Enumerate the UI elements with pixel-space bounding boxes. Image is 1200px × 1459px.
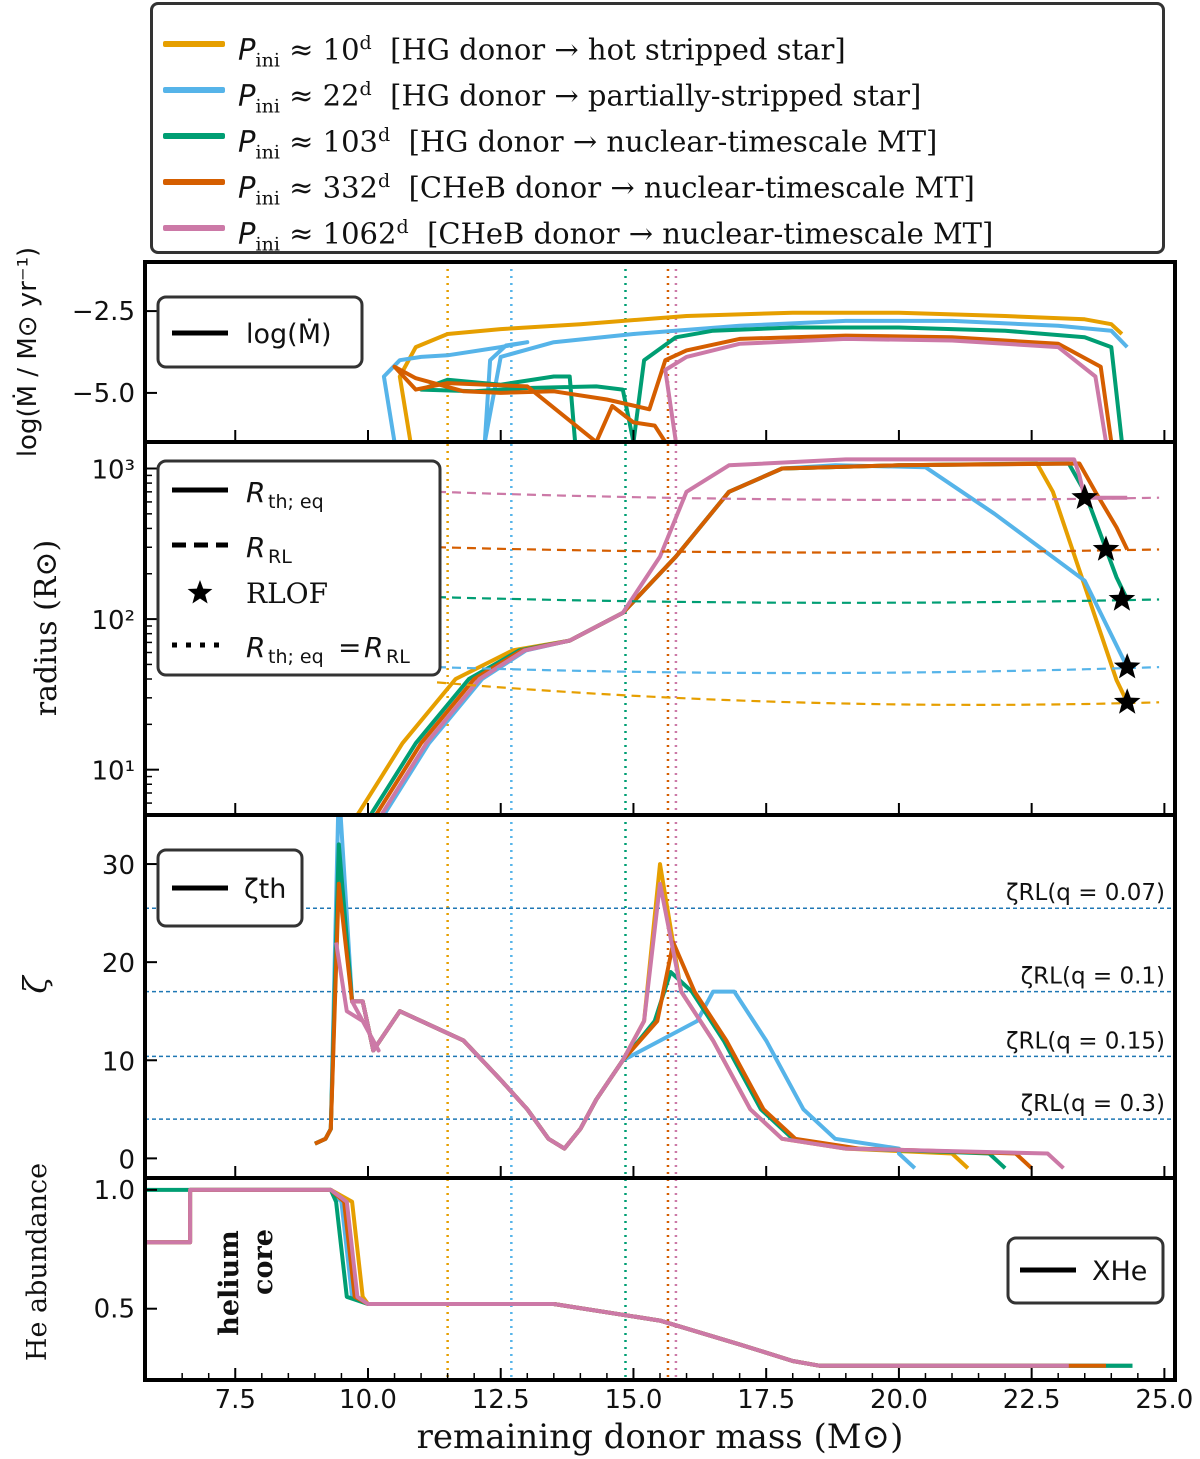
x-tick-label: 25.0 <box>1135 1385 1193 1415</box>
y-tick-label: 10² <box>91 606 135 636</box>
rlof-star <box>1108 585 1136 611</box>
helium-core-label: core <box>248 1229 279 1295</box>
y-tick-label: 30 <box>102 851 135 881</box>
legend-label-rth: R <box>246 476 265 509</box>
y-tick-label: 0 <box>118 1145 135 1175</box>
x-tick-label: 12.5 <box>472 1385 530 1415</box>
mdot-series-10d <box>397 310 1124 442</box>
radius-series-10d <box>355 461 1130 815</box>
zeta-rl-label: ζRL(q = 0.15) <box>1006 1028 1165 1054</box>
y-tick-label: 0.5 <box>94 1295 135 1325</box>
roche-lobe-332d <box>436 546 1160 554</box>
panel-legend-box <box>1006 1236 1165 1305</box>
y-axis-label: radius (R⊙) <box>29 540 64 716</box>
x-tick-label: 7.5 <box>215 1385 256 1415</box>
x-axis-label: remaining donor mass (M⊙) <box>417 1417 904 1457</box>
rlof-star <box>1092 535 1120 561</box>
panel-legend-box <box>156 848 304 928</box>
legend-swatch <box>163 41 225 47</box>
legend-swatch <box>163 133 225 139</box>
zeta-rl-label: ζRL(q = 0.1) <box>1021 964 1165 990</box>
he-series-1062d <box>145 1187 1069 1368</box>
mdot-series-1062d <box>663 336 1108 442</box>
roche-lobe-10d <box>436 681 1160 706</box>
legend-entry-22d: Pini ≈ 22d [HG donor → partially-strippe… <box>153 69 1162 117</box>
zeta-series-332d <box>314 881 1033 1170</box>
panel-legend-box <box>156 459 442 677</box>
y-tick-label: 10³ <box>91 456 135 486</box>
roche-lobe-22d <box>436 666 1160 675</box>
legend-label-rrl-sub: RL <box>268 546 292 568</box>
zeta-rl-label: ζRL(q = 0.3) <box>1021 1091 1165 1117</box>
legend-star-icon <box>187 580 213 604</box>
legend-label-eq-sub2: RL <box>386 646 410 668</box>
zeta-series-1062d <box>334 881 1065 1170</box>
y-tick-label: −2.5 <box>72 297 135 327</box>
rlof-star <box>1071 483 1099 509</box>
helium-core-label: helium <box>214 1230 245 1336</box>
roche-lobe-103d <box>436 596 1160 604</box>
legend-label-eq-sign: = <box>338 631 361 664</box>
radius-series-1062d <box>379 457 1128 815</box>
legend-swatch <box>163 87 225 93</box>
y-tick-label: −5.0 <box>72 379 135 409</box>
x-tick-label: 10.0 <box>339 1385 397 1415</box>
legend-label-eq-r1: R <box>246 631 265 664</box>
rlof-star <box>1113 653 1141 679</box>
legend-label-rth-sub: th; eq <box>268 491 324 513</box>
legend-label: ζth <box>244 874 286 905</box>
mdot-series-332d <box>392 333 1114 442</box>
x-tick-label: 22.5 <box>1003 1385 1061 1415</box>
legend-label: log(Ṁ) <box>246 318 332 350</box>
radius-series-103d <box>368 461 1130 815</box>
series-legend: Pini ≈ 10d [HG donor → hot stripped star… <box>150 2 1165 255</box>
y-axis-label: He abundance <box>22 1163 53 1361</box>
legend-swatch <box>163 179 225 185</box>
legend-label-rrl: R <box>246 531 265 564</box>
legend-label-eq-r2: R <box>364 631 383 664</box>
legend-entry-332d: Pini ≈ 332d [CHeB donor → nuclear-timesc… <box>153 161 1162 209</box>
radius-series-332d <box>374 461 1130 815</box>
legend-label-eq-sub1: th; eq <box>268 646 324 668</box>
he-series-103d <box>145 1187 1133 1368</box>
rlof-star <box>1113 688 1141 714</box>
roche-lobe-1062d <box>436 490 1160 501</box>
panel-legend-box <box>156 295 364 369</box>
x-tick-label: 20.0 <box>870 1385 928 1415</box>
y-tick-label: 1.0 <box>94 1176 135 1206</box>
x-tick-label: 17.5 <box>737 1385 795 1415</box>
legend-entry-10d: Pini ≈ 10d [HG donor → hot stripped star… <box>153 23 1162 71</box>
legend-entry-1062d: Pini ≈ 1062d [CHeB donor → nuclear-times… <box>153 207 1162 255</box>
legend-label: XHe <box>1092 1256 1147 1287</box>
y-tick-label: 10¹ <box>91 757 135 787</box>
mdot-series-22d <box>381 318 1129 442</box>
legend-label-rlof: RLOF <box>246 577 328 610</box>
x-tick-label: 15.0 <box>605 1385 663 1415</box>
legend-entry-103d: Pini ≈ 103d [HG donor → nuclear-timescal… <box>153 115 1162 163</box>
y-tick-label: 20 <box>102 949 135 979</box>
he-series-22d <box>145 1187 1133 1368</box>
zeta-rl-label: ζRL(q = 0.07) <box>1006 880 1165 906</box>
radius-series-22d <box>382 463 1129 815</box>
y-axis-label: log(Ṁ / M⊙ yr⁻¹) <box>11 247 43 457</box>
zeta-series-22d <box>314 815 917 1170</box>
y-axis-label: ζ <box>16 975 54 994</box>
y-tick-label: 10 <box>102 1047 135 1077</box>
legend-swatch <box>163 225 225 231</box>
he-series-10d <box>145 1187 1133 1368</box>
